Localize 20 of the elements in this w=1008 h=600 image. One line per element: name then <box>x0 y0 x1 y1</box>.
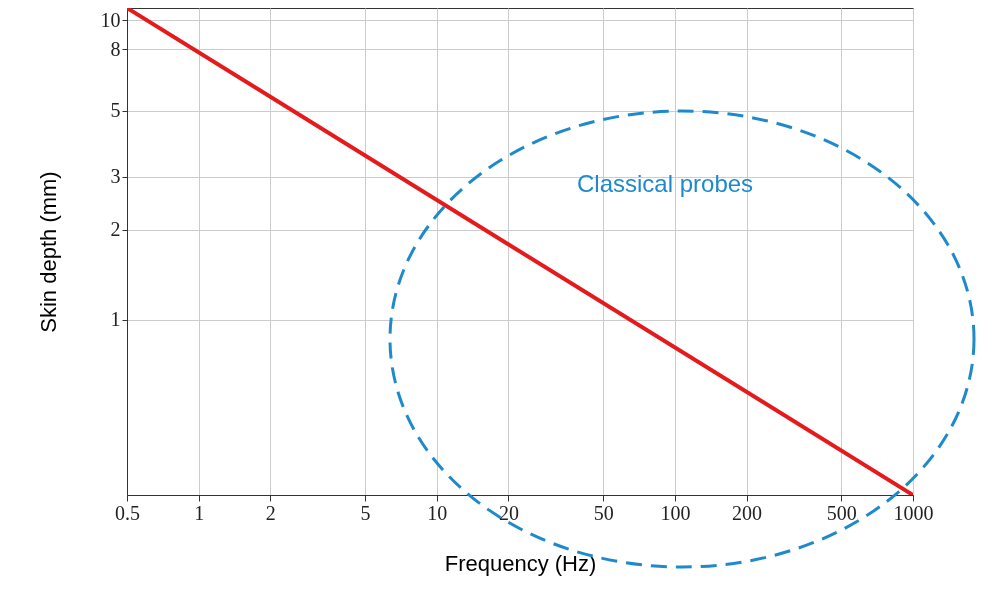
x-tick-label: 50 <box>593 501 614 524</box>
x-tick-label: 200 <box>732 501 763 524</box>
annotation: Classical probes <box>577 170 754 197</box>
x-tick-label: 0.5 <box>115 501 140 524</box>
x-tick-label: 1000 <box>893 501 934 524</box>
y-axis-title: Skin depth (mm) <box>35 171 61 333</box>
x-tick-label: 2 <box>265 501 276 524</box>
x-tick-label: 20 <box>498 501 519 524</box>
x-tick-label: 500 <box>826 501 857 524</box>
y-tick-label: 8 <box>110 37 121 60</box>
x-tick-label: 100 <box>660 501 691 524</box>
x-axis-title: Frequency (Hz) <box>444 550 597 576</box>
y-tick-label: 10 <box>100 8 121 31</box>
x-tick-label: 10 <box>427 501 448 524</box>
y-tick-label: 5 <box>110 99 121 122</box>
y-tick-label: 3 <box>110 165 121 188</box>
x-tick-label: 5 <box>360 501 371 524</box>
x-tick-label: 1 <box>194 501 205 524</box>
y-tick-label: 1 <box>110 308 121 331</box>
y-tick-label: 2 <box>110 218 121 241</box>
